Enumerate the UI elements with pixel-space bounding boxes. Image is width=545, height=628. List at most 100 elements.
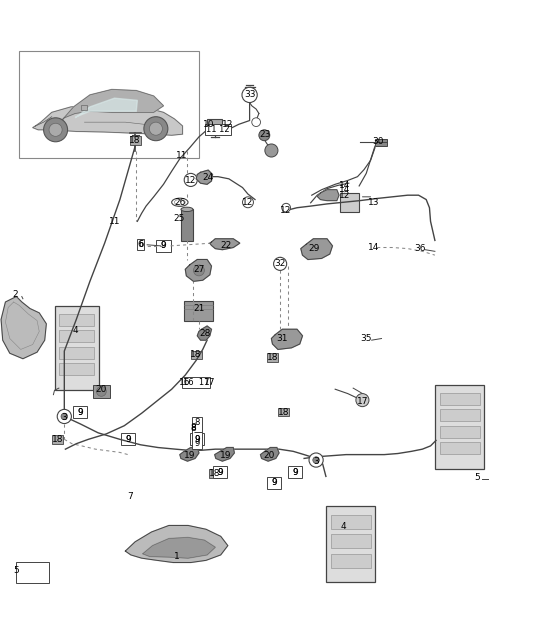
Circle shape [49, 123, 62, 136]
Circle shape [356, 394, 369, 407]
Bar [130, 136, 141, 145]
Circle shape [259, 130, 270, 141]
Polygon shape [185, 259, 211, 281]
Circle shape [184, 173, 197, 187]
Polygon shape [1, 296, 46, 359]
Text: 4: 4 [341, 522, 346, 531]
Text: 17: 17 [204, 377, 216, 387]
Text: 20: 20 [263, 451, 274, 460]
Text: 1: 1 [174, 552, 180, 561]
Bar [375, 139, 387, 146]
Text: 9: 9 [271, 479, 277, 487]
Bar [331, 534, 371, 548]
Circle shape [57, 409, 71, 423]
Bar [440, 426, 480, 438]
Ellipse shape [174, 200, 185, 205]
Bar [331, 514, 371, 529]
Text: 9: 9 [161, 241, 166, 251]
Polygon shape [33, 105, 183, 135]
Text: 19: 19 [184, 451, 196, 460]
Bar [121, 433, 135, 445]
Circle shape [243, 197, 253, 208]
Bar [59, 363, 94, 375]
Text: 4: 4 [72, 326, 78, 335]
Text: 21: 21 [193, 304, 204, 313]
Bar [19, 51, 199, 158]
Text: 9: 9 [125, 435, 131, 444]
Polygon shape [125, 526, 228, 563]
Text: 3: 3 [62, 413, 67, 422]
Text: 12: 12 [281, 206, 292, 215]
Text: 12: 12 [222, 120, 233, 129]
Bar [73, 406, 87, 418]
Circle shape [282, 203, 290, 212]
Circle shape [96, 386, 106, 396]
Bar [440, 409, 480, 421]
Circle shape [44, 118, 68, 142]
Text: 12: 12 [185, 176, 196, 185]
Text: 8
—
9: 8 — 9 [193, 418, 202, 448]
Text: 9: 9 [293, 468, 298, 477]
Bar [81, 106, 87, 110]
Polygon shape [197, 326, 211, 340]
Circle shape [265, 144, 278, 157]
Text: 20: 20 [95, 385, 106, 394]
Polygon shape [215, 448, 234, 461]
Text: 16  17: 16 17 [183, 377, 209, 387]
Bar [340, 193, 359, 212]
Text: 14: 14 [368, 243, 379, 252]
Text: 12: 12 [243, 198, 253, 207]
Text: 30: 30 [372, 137, 384, 146]
Text: 8: 8 [191, 424, 196, 433]
Bar [93, 385, 110, 398]
Circle shape [61, 413, 68, 420]
Text: 35: 35 [360, 334, 372, 343]
Text: 14: 14 [340, 181, 350, 190]
Polygon shape [180, 448, 199, 461]
Text: 25: 25 [173, 214, 184, 223]
Circle shape [274, 257, 287, 271]
Circle shape [252, 118, 261, 126]
Text: 9: 9 [125, 435, 131, 444]
Text: 9: 9 [195, 435, 200, 444]
Text: 19: 19 [220, 451, 232, 460]
Circle shape [313, 457, 319, 463]
Bar [213, 466, 227, 478]
Polygon shape [210, 239, 240, 250]
Text: 9: 9 [293, 468, 298, 477]
Bar [440, 393, 480, 405]
Text: 9: 9 [217, 468, 223, 477]
Circle shape [242, 87, 257, 102]
Bar [288, 466, 302, 478]
Polygon shape [196, 170, 213, 184]
Text: 6: 6 [137, 241, 143, 249]
Bar [209, 469, 220, 478]
Text: 12: 12 [340, 191, 350, 200]
Bar [52, 435, 63, 444]
Text: 29: 29 [309, 244, 320, 253]
Text: 14: 14 [340, 185, 350, 194]
Text: 32: 32 [275, 259, 286, 268]
Bar [156, 240, 171, 252]
Text: 23: 23 [259, 129, 270, 139]
Polygon shape [63, 89, 164, 119]
Bar [184, 301, 213, 320]
Circle shape [193, 265, 204, 276]
Text: 11: 11 [175, 151, 187, 160]
Text: 8: 8 [191, 423, 196, 432]
Text: 22: 22 [221, 241, 232, 251]
Text: 28: 28 [200, 328, 211, 338]
Circle shape [144, 117, 168, 141]
Text: 18: 18 [51, 435, 63, 444]
Text: 9: 9 [77, 408, 83, 416]
Circle shape [149, 122, 162, 135]
Text: 18: 18 [129, 136, 141, 145]
Bar [191, 350, 202, 359]
Bar [59, 314, 94, 326]
Bar [326, 506, 375, 582]
Text: 31: 31 [276, 334, 288, 343]
Bar [440, 442, 480, 454]
Text: 17: 17 [356, 397, 368, 406]
Text: 9: 9 [217, 468, 223, 477]
Text: 7: 7 [127, 492, 132, 501]
